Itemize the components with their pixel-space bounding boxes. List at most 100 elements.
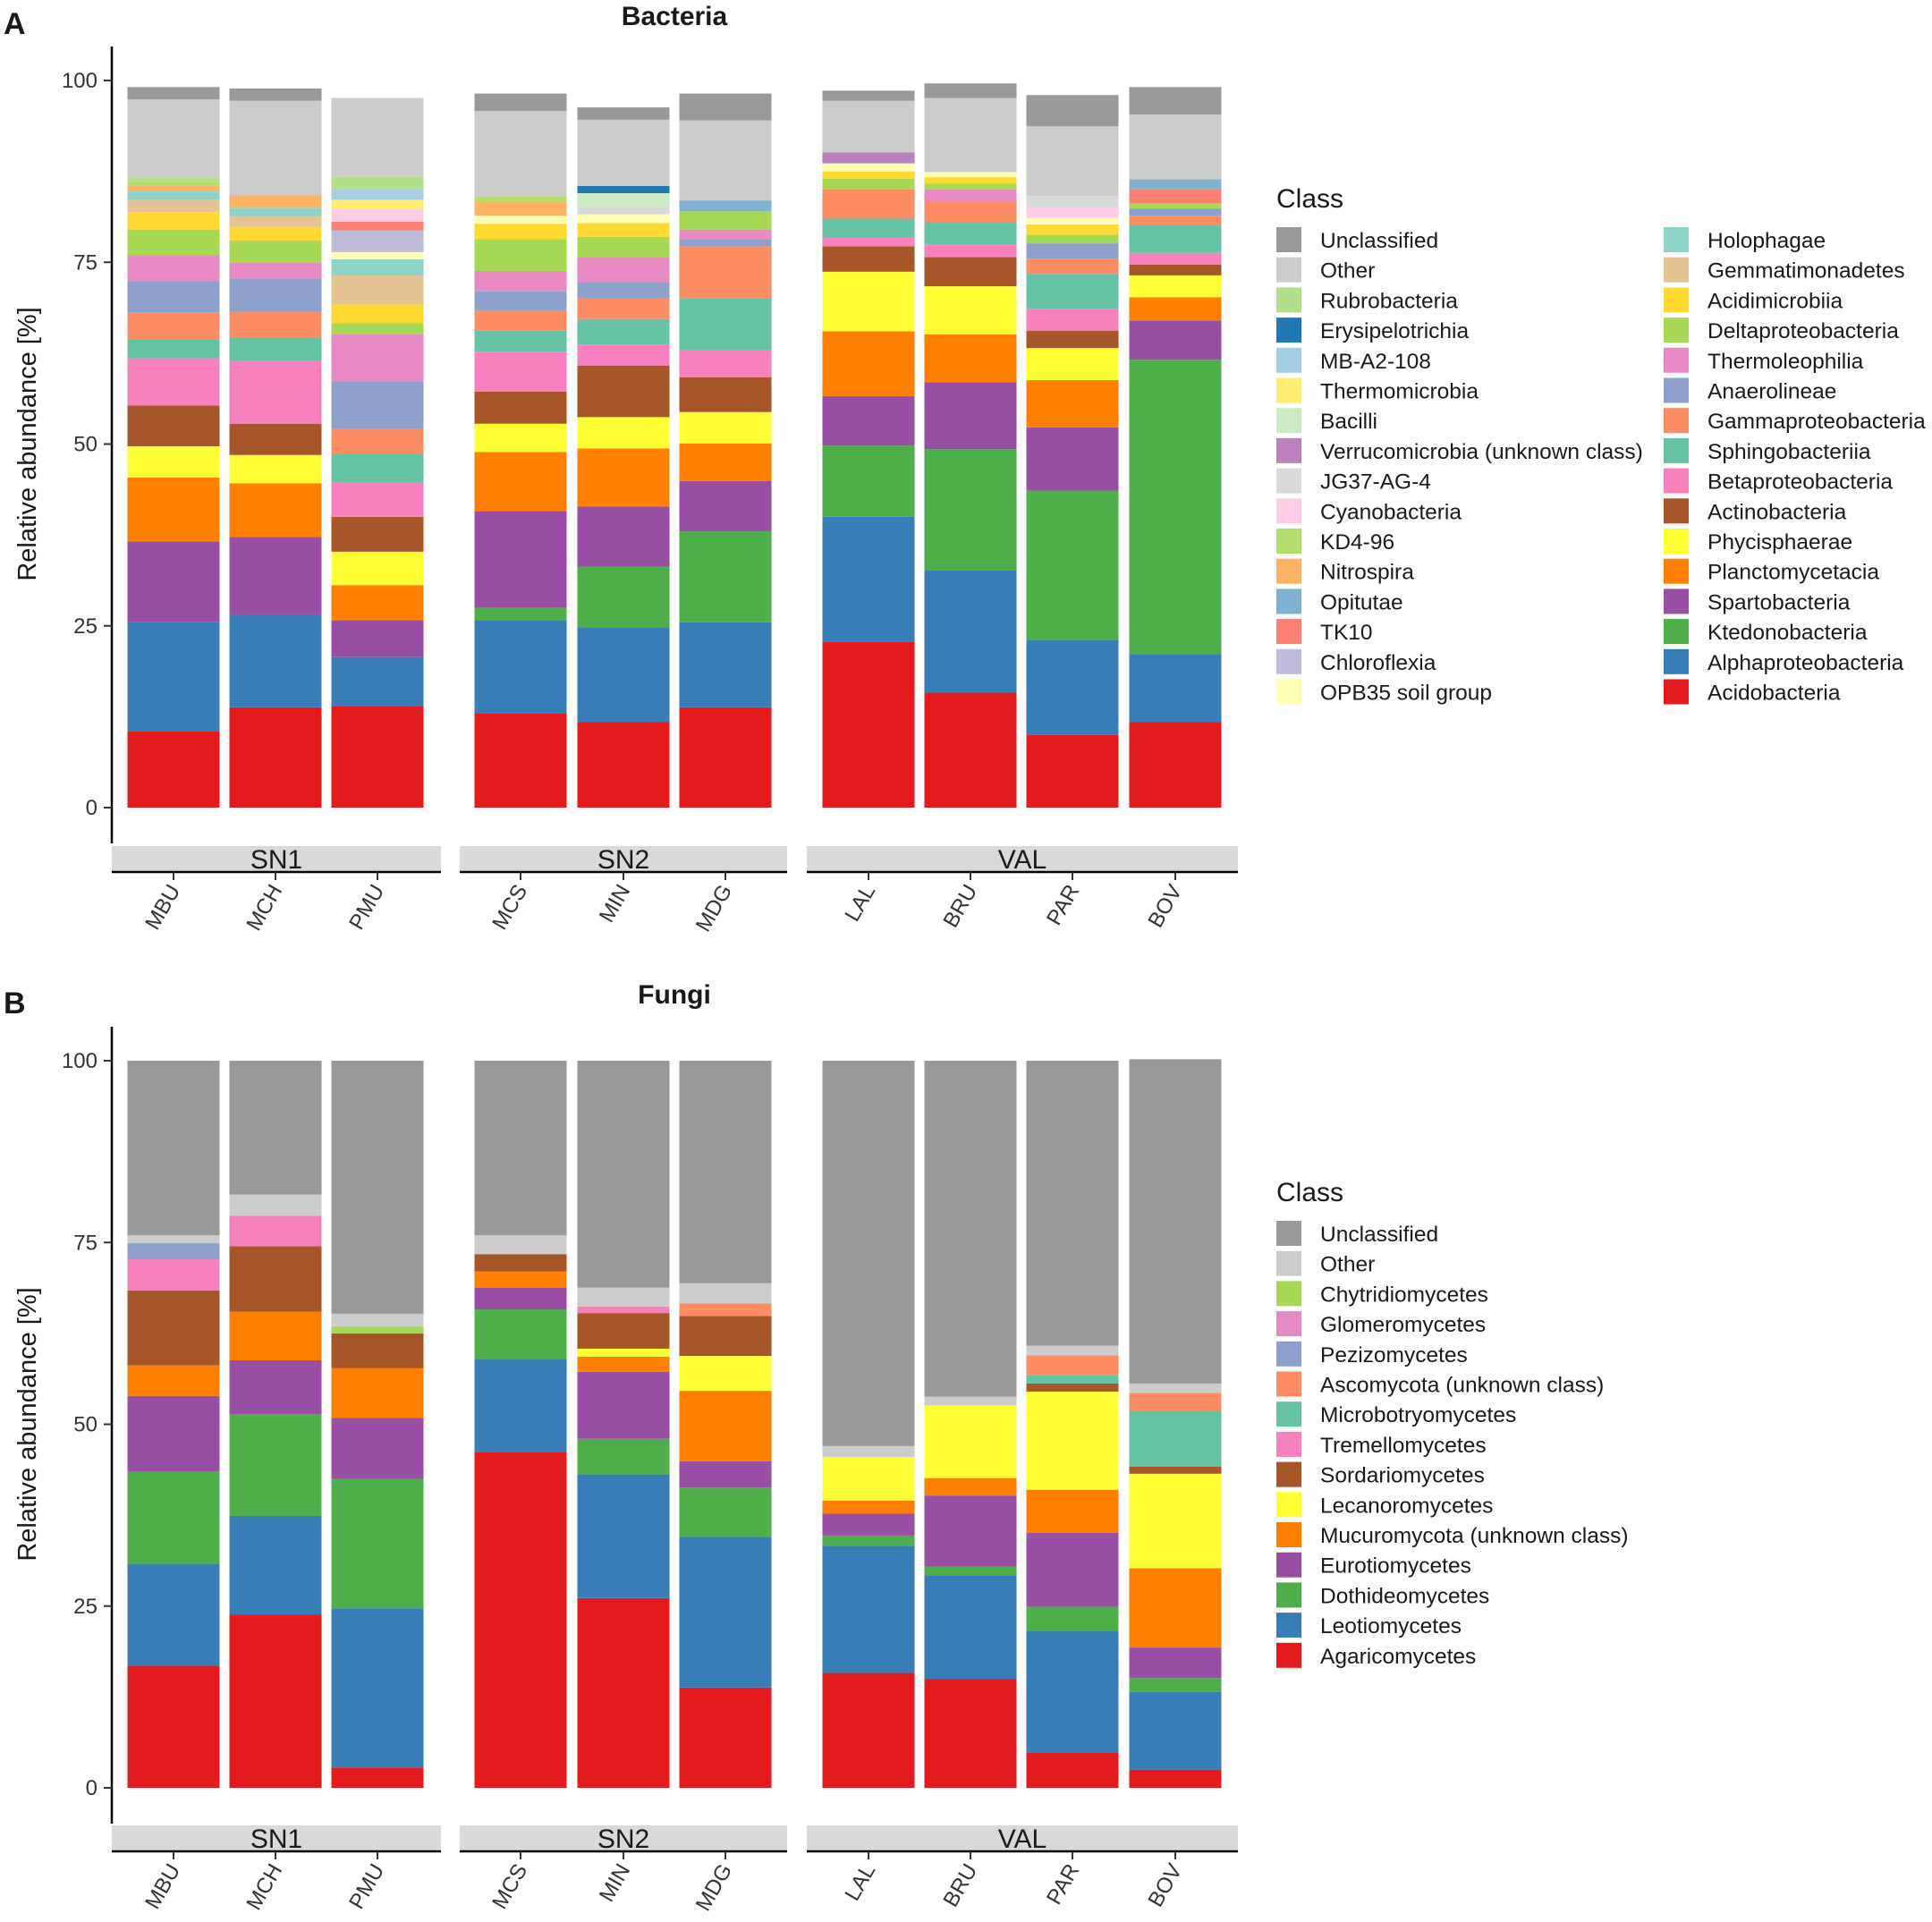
bar-segment	[331, 97, 424, 177]
facet-strip	[460, 846, 787, 871]
bar-segment	[474, 330, 567, 352]
bar-segment	[229, 1246, 322, 1312]
bar-segment	[127, 445, 220, 478]
bar-segment	[229, 614, 322, 707]
bar-segment	[229, 100, 322, 196]
bar-segment	[924, 257, 1017, 287]
bar-segment	[331, 706, 424, 808]
bar-segment	[127, 339, 220, 359]
bar-segment	[577, 1438, 670, 1475]
y-axis-title: Relative abundance [%]	[13, 307, 42, 580]
legend-swatch	[1276, 1371, 1301, 1397]
bar-segment	[474, 1359, 567, 1452]
bar-segment	[229, 207, 322, 217]
bar-segment	[822, 1457, 915, 1501]
legend-swatch	[1276, 1401, 1301, 1427]
bar-segment	[679, 1687, 772, 1788]
bar-segment	[229, 537, 322, 615]
bar-segment	[229, 1194, 322, 1216]
bar-segment	[127, 312, 220, 340]
legend-swatch	[1276, 1431, 1301, 1457]
legend-swatch	[1276, 1311, 1301, 1337]
bar-segment	[474, 111, 567, 197]
facet-strip	[807, 846, 1238, 871]
legend-label: Phycisphaerae	[1707, 530, 1852, 555]
bar-segment	[577, 1371, 670, 1439]
legend-label: Spartobacteria	[1707, 590, 1851, 614]
bar-segment	[1026, 95, 1119, 127]
bar-segment	[1129, 654, 1222, 723]
chart-title: Fungi	[638, 980, 711, 1010]
x-tick-label: LAL	[840, 881, 880, 926]
bar-segment	[679, 480, 772, 532]
bar-segment	[679, 246, 772, 299]
bar-segment	[577, 1061, 670, 1288]
bar-segment	[822, 445, 915, 517]
bar-segment	[679, 622, 772, 707]
bar-segment	[1026, 1061, 1119, 1346]
bar-segment	[679, 1283, 772, 1304]
bar-segment	[127, 1243, 220, 1259]
bar-segment	[229, 88, 322, 101]
bar-segment	[924, 1495, 1017, 1567]
bar-segment	[822, 246, 915, 272]
bar-segment	[331, 516, 424, 552]
bar-segment	[679, 531, 772, 622]
x-tick-label: PMU	[344, 881, 389, 935]
bar-segment	[1026, 1355, 1119, 1376]
legend-label: Lecanoromycetes	[1320, 1494, 1493, 1518]
legend-swatch	[1276, 558, 1301, 584]
bar-segment	[127, 191, 220, 200]
x-tick-label: MBU	[140, 1860, 185, 1914]
bar-segment	[822, 171, 915, 179]
x-tick-label: MIN	[595, 1860, 635, 1907]
bar-segment	[924, 1405, 1017, 1478]
bar-segment	[1129, 1568, 1222, 1648]
bar-segment	[1129, 297, 1222, 321]
x-tick-label: MDG	[691, 881, 737, 936]
bar-segment	[127, 185, 220, 191]
bar-segment	[679, 1303, 772, 1317]
bar-segment	[229, 195, 322, 208]
legend-label: MB-A2-108	[1320, 350, 1431, 374]
legend-label: TK10	[1320, 621, 1373, 645]
bar-segment	[331, 208, 424, 222]
legend-label: JG37-AG-4	[1320, 470, 1431, 495]
bar-segment	[1026, 330, 1119, 349]
panel-letter: B	[4, 986, 26, 1020]
bar-segment	[577, 207, 670, 215]
bar-segment	[577, 1474, 670, 1598]
bar-segment	[1026, 258, 1119, 275]
bar-segment	[474, 1254, 567, 1272]
bar-segment	[229, 336, 322, 361]
bar-segment	[1026, 427, 1119, 491]
y-tick-label: 50	[73, 1413, 97, 1437]
x-tick-label: MCH	[242, 1860, 287, 1915]
bar-segment	[331, 453, 424, 483]
bar-segment	[229, 483, 322, 538]
legend-label: Rubrobacteria	[1320, 289, 1458, 313]
bar-segment	[822, 178, 915, 190]
bar-segment	[474, 216, 567, 224]
bar-segment	[474, 1309, 567, 1359]
bar-segment	[1026, 224, 1119, 235]
bar-segment	[1026, 207, 1119, 218]
legend-label: Dothideomycetes	[1320, 1584, 1489, 1608]
bar-segment	[577, 1306, 670, 1314]
bar-segment	[474, 511, 567, 608]
bar-segment	[924, 83, 1017, 98]
bar-segment	[331, 189, 424, 200]
bar-segment	[1026, 217, 1119, 224]
y-tick-label: 0	[86, 796, 97, 820]
y-tick-label: 75	[73, 250, 97, 275]
legend-label: Acidimicrobiia	[1707, 289, 1843, 313]
bar-segment	[679, 1391, 772, 1461]
legend-swatch	[1664, 619, 1689, 645]
bar-segment	[1026, 243, 1119, 259]
legend-label: Deltaproteobacteria	[1707, 319, 1899, 343]
bar-segment	[1129, 360, 1222, 655]
bar-segment	[924, 692, 1017, 808]
bar-segment	[331, 1325, 424, 1334]
bar-segment	[1129, 1769, 1222, 1788]
bar-segment	[679, 211, 772, 230]
